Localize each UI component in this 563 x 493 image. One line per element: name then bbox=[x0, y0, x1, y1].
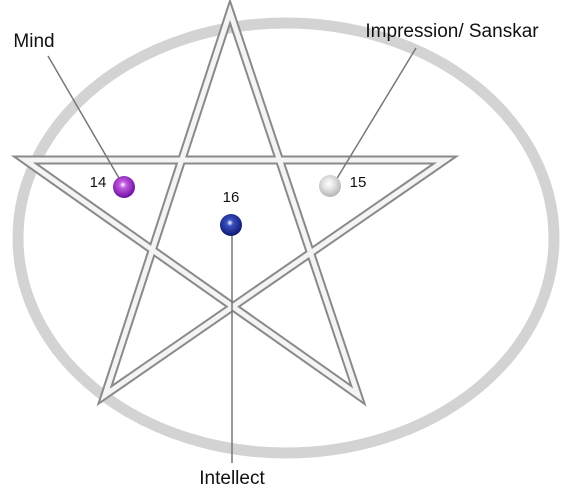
leader-line bbox=[47, 55, 124, 186]
purple-orb bbox=[113, 176, 135, 198]
blue-orb bbox=[220, 214, 242, 236]
node-number: 14 bbox=[90, 174, 107, 191]
node-label: Intellect bbox=[199, 468, 265, 489]
node-label: Mind bbox=[13, 31, 54, 52]
grey-orb bbox=[319, 175, 341, 197]
node-number: 15 bbox=[350, 174, 367, 191]
leader-line bbox=[332, 47, 417, 186]
node-number: 16 bbox=[223, 189, 240, 206]
star bbox=[10, 0, 460, 407]
node-label: Impression/ Sanskar bbox=[365, 21, 539, 42]
ring bbox=[12, 17, 560, 459]
